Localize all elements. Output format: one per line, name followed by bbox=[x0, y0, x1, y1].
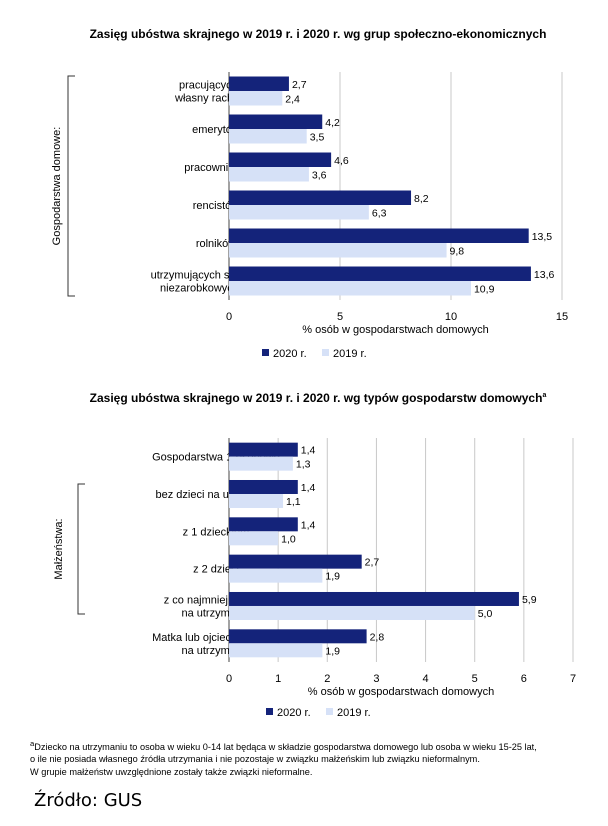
chart2-group-bracket bbox=[77, 483, 85, 615]
chart1-data-label: 2,4 bbox=[285, 93, 300, 105]
chart2-x-tick-label: 1 bbox=[275, 673, 281, 685]
chart2-legend-swatch bbox=[266, 708, 273, 715]
chart2-data-label: 1,4 bbox=[301, 445, 316, 457]
chart2-legend-label: 2019 r. bbox=[337, 707, 371, 719]
chart2-x-axis-label: % osób w gospodarstwach domowych bbox=[308, 686, 494, 698]
chart1-bar bbox=[229, 129, 307, 144]
chart1-legend-label: 2020 r. bbox=[273, 348, 307, 360]
chart1-data-label: 2,7 bbox=[292, 79, 307, 91]
chart2-x-tick-label: 0 bbox=[226, 673, 232, 685]
chart2-group-label: Małżeństwa: bbox=[53, 518, 65, 579]
chart2-data-label: 1,9 bbox=[325, 571, 340, 583]
chart1-legend-label: 2019 r. bbox=[333, 348, 367, 360]
chart2-title: Zasięg ubóstwa skrajnego w 2019 r. i 202… bbox=[90, 391, 547, 405]
chart2-bar bbox=[229, 517, 298, 532]
chart1-x-axis-label: % osób w gospodarstwach domowych bbox=[302, 324, 488, 336]
chart1-bar bbox=[229, 243, 447, 258]
footnote-line-1: aDziecko na utrzymaniu to osoba w wieku … bbox=[30, 739, 537, 753]
chart1-bar bbox=[229, 167, 309, 182]
chart1-x-tick-label: 10 bbox=[445, 311, 457, 323]
chart1-bar bbox=[229, 91, 283, 106]
chart2-data-label: 1,1 bbox=[286, 496, 301, 508]
chart2-data-label: 1,4 bbox=[301, 519, 316, 531]
chart2-bar bbox=[229, 479, 298, 494]
chart1-bar bbox=[229, 281, 471, 296]
chart2-bar bbox=[229, 554, 362, 569]
footnote-line-3: W grupie małżeństw uwzględnione zostały … bbox=[30, 766, 313, 777]
chart1-data-label: 4,6 bbox=[334, 155, 349, 167]
source-note: Źródło: GUS bbox=[34, 790, 143, 811]
chart1-data-label: 6,3 bbox=[372, 207, 387, 219]
chart2-legend-label: 2020 r. bbox=[277, 707, 311, 719]
chart2-data-label: 2,8 bbox=[370, 631, 385, 643]
chart1-data-label: 3,6 bbox=[312, 169, 327, 181]
chart2-data-label: 1,3 bbox=[296, 459, 311, 471]
chart2-x-tick-label: 6 bbox=[521, 673, 527, 685]
chart2-bar bbox=[229, 643, 323, 658]
chart1-title: Zasięg ubóstwa skrajnego w 2019 r. i 202… bbox=[90, 27, 547, 41]
chart1-data-label: 3,5 bbox=[310, 131, 325, 143]
footnote: aDziecko na utrzymaniu to osoba w wieku … bbox=[30, 738, 590, 778]
chart1-bar bbox=[229, 114, 323, 129]
chart2-x-tick-label: 5 bbox=[472, 673, 478, 685]
chart1-category-label: emerytów bbox=[192, 124, 240, 136]
chart2-bar bbox=[229, 456, 293, 471]
chart2-x-tick-label: 3 bbox=[373, 673, 379, 685]
chart1-group-label: Gospodarstwa domowe: bbox=[51, 127, 63, 246]
chart2-data-label: 1,4 bbox=[301, 482, 316, 494]
chart2-x-tick-label: 7 bbox=[570, 673, 576, 685]
chart2-data-label: 1,9 bbox=[325, 645, 340, 657]
chart2-bar bbox=[229, 568, 323, 583]
chart1-bar bbox=[229, 152, 332, 167]
chart1-group-bracket bbox=[67, 75, 75, 297]
chart1-data-label: 13,5 bbox=[532, 231, 553, 243]
chart2-bar bbox=[229, 493, 284, 508]
chart2-bar bbox=[229, 605, 475, 620]
chart1-bar bbox=[229, 228, 529, 243]
footnote-line-2: o ile nie posiada własnego źródła utrzym… bbox=[30, 754, 480, 765]
chart1-data-label: 4,2 bbox=[325, 117, 340, 129]
chart1-bar bbox=[229, 266, 531, 281]
chart2-category-label: z 2 dzieci bbox=[193, 564, 239, 576]
chart2-x-tick-label: 4 bbox=[423, 673, 429, 685]
chart1-x-tick-label: 15 bbox=[556, 311, 568, 323]
chart1-x-tick-label: 0 bbox=[226, 311, 232, 323]
chart1-x-tick-label: 5 bbox=[337, 311, 343, 323]
chart2-title-superscript: a bbox=[542, 392, 546, 399]
chart2-bar bbox=[229, 442, 298, 457]
chart1-category-label: rolników bbox=[196, 238, 236, 250]
chart1-data-label: 9,8 bbox=[450, 245, 465, 257]
chart1-bar bbox=[229, 205, 369, 220]
chart1-bar bbox=[229, 190, 412, 205]
chart1-data-label: 8,2 bbox=[414, 193, 429, 205]
chart2-x-tick-label: 2 bbox=[324, 673, 330, 685]
chart1-bar bbox=[229, 76, 289, 91]
chart1-category-label: rencistów bbox=[193, 200, 240, 212]
chart2-bar bbox=[229, 629, 367, 644]
chart2-data-label: 5,9 bbox=[522, 594, 537, 606]
chart2-bar bbox=[229, 531, 279, 546]
chart2-legend-swatch bbox=[326, 708, 333, 715]
chart2-bar bbox=[229, 591, 519, 606]
footnote-marker: a bbox=[30, 739, 35, 748]
chart1-legend-swatch bbox=[262, 349, 269, 356]
chart1-data-label: 10,9 bbox=[474, 283, 495, 295]
chart2-data-label: 2,7 bbox=[365, 557, 380, 569]
chart1-legend-swatch bbox=[322, 349, 329, 356]
chart2-data-label: 1,0 bbox=[281, 533, 296, 545]
chart2-data-label: 5,0 bbox=[478, 608, 493, 620]
chart1-data-label: 13,6 bbox=[534, 269, 555, 281]
